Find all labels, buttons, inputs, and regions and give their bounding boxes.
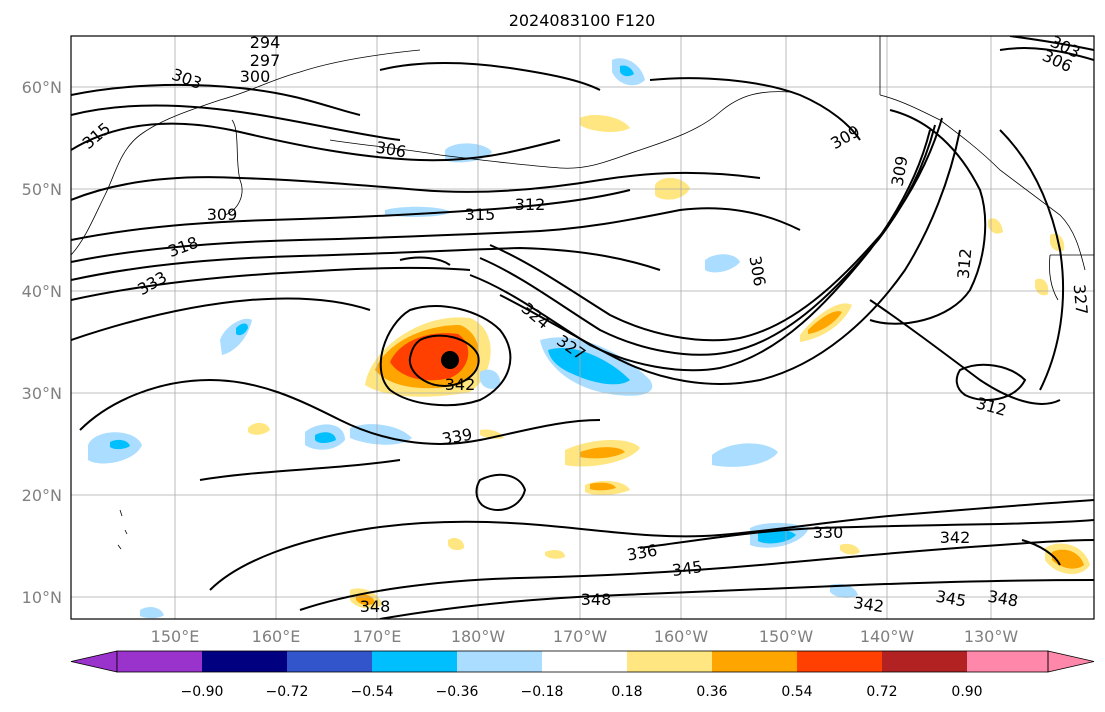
lon-label: 160°W: [654, 627, 709, 646]
colorbar-tick-label: −0.18: [521, 684, 564, 700]
colorbar-segment: [202, 651, 287, 672]
contour-label: 297: [250, 51, 281, 70]
colorbar-tick-label: 0.72: [866, 684, 897, 700]
lat-label: 50°N: [22, 180, 62, 199]
lat-label: 30°N: [22, 384, 62, 403]
colorbar-segment: [712, 651, 797, 672]
colorbar-segment: [372, 651, 457, 672]
colorbar-tick-label: 0.90: [951, 684, 982, 700]
contour-label: 312: [515, 195, 546, 214]
lon-label: 140°W: [860, 627, 915, 646]
contour-label: 342: [852, 593, 885, 616]
graticule: [71, 36, 1094, 619]
anomaly-shading: [88, 58, 1090, 619]
colorbar-segment: [797, 651, 882, 672]
contour-label: 312: [954, 247, 976, 279]
contour-label: 342: [445, 375, 476, 394]
lon-label: 170°E: [353, 627, 402, 646]
colorbar-segment: [627, 651, 712, 672]
coastlines: [71, 36, 1094, 550]
lon-label: 130°W: [964, 627, 1019, 646]
latitude-labels: 60°N 50°N 40°N 30°N 20°N 10°N: [22, 78, 62, 607]
colorbar-extend-high: [1047, 650, 1095, 673]
contour-label: 309: [207, 205, 238, 224]
contour-label: 294: [250, 33, 281, 52]
colorbar-tick-label: 0.54: [781, 684, 812, 700]
longitude-labels: 150°E 160°E 170°E 180°W 170°W 160°W 150°…: [151, 627, 1019, 646]
lon-label: 150°W: [759, 627, 814, 646]
contour-labels: 294 297 300 303 303 306 315 306 309 309 …: [79, 33, 1092, 616]
lon-label: 150°E: [151, 627, 200, 646]
colorbar: −0.90 −0.72 −0.54 −0.36 −0.18 0.18 0.36 …: [70, 650, 1095, 700]
figure-title: 2024083100 F120: [509, 11, 656, 30]
colorbar-tick-label: −0.72: [266, 684, 309, 700]
lat-label: 20°N: [22, 486, 62, 505]
contour-label: 327: [1070, 283, 1092, 315]
colorbar-segment: [967, 651, 1048, 672]
lon-label: 170°W: [553, 627, 608, 646]
map-border: [70, 35, 1095, 620]
contour-label: 300: [240, 67, 271, 86]
colorbar-segment: [882, 651, 967, 672]
contour-label: 342: [940, 528, 971, 547]
storm-center-marker: [441, 351, 459, 369]
lat-label: 10°N: [22, 588, 62, 607]
colorbar-tick-label: −0.36: [436, 684, 479, 700]
colorbar-segment: [117, 651, 202, 672]
contours: [71, 36, 1094, 619]
colorbar-tick-label: 0.36: [696, 684, 727, 700]
colorbar-tick-label: −0.90: [181, 684, 224, 700]
contour-label: 330: [813, 523, 844, 542]
contour-label: 348: [360, 597, 391, 616]
colorbar-extend-low: [70, 650, 118, 673]
colorbar-tick-label: −0.54: [351, 684, 394, 700]
lat-label: 40°N: [22, 282, 62, 301]
contour-label: 348: [581, 590, 612, 609]
lon-label: 160°E: [252, 627, 301, 646]
contour-label: 315: [465, 205, 496, 224]
lon-label: 180°W: [451, 627, 506, 646]
contour-label: 345: [671, 557, 704, 580]
map-panel: 294 297 300 303 303 306 315 306 309 309 …: [70, 33, 1095, 620]
colorbar-segment: [457, 651, 542, 672]
colorbar-border: [116, 650, 1049, 673]
colorbar-tick-label: 0.18: [611, 684, 642, 700]
lat-label: 60°N: [22, 78, 62, 97]
colorbar-segment: [542, 651, 627, 672]
colorbar-segment: [287, 651, 372, 672]
